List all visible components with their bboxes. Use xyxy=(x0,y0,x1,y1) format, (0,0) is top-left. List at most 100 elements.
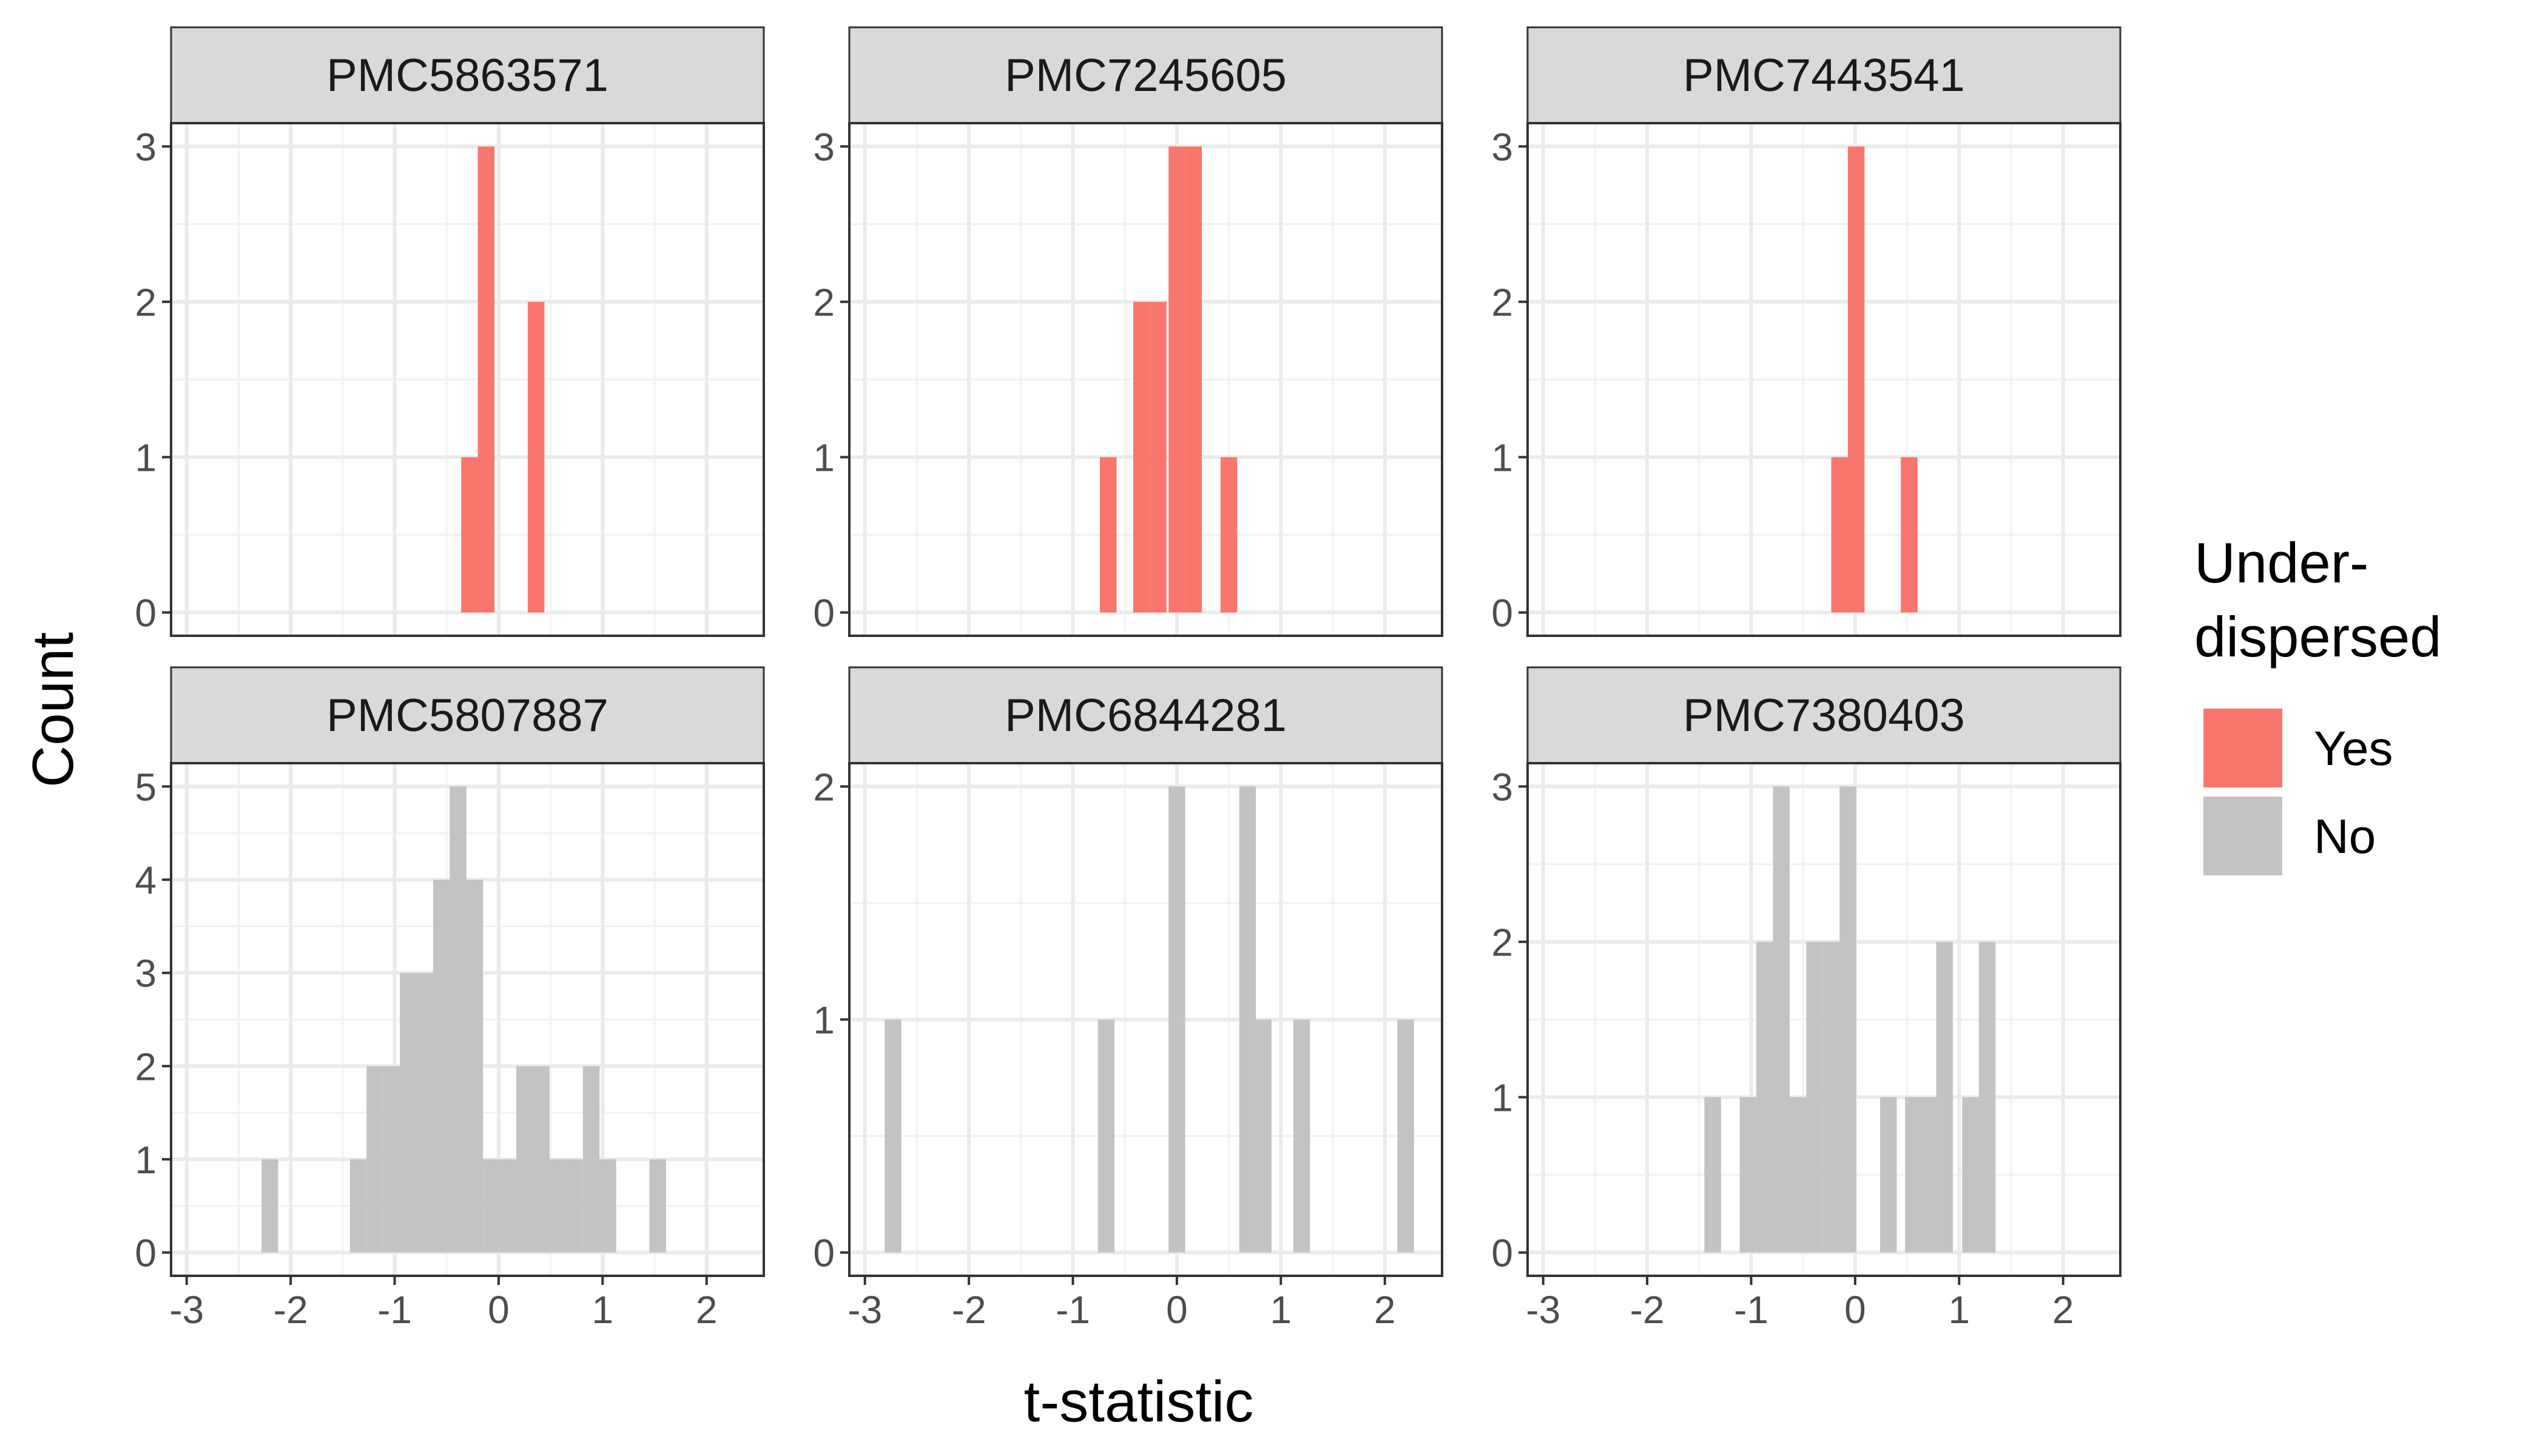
facet-strip xyxy=(170,666,765,764)
histogram-bar xyxy=(1255,1019,1272,1253)
histogram-bar xyxy=(477,146,495,613)
histogram-bar xyxy=(516,1066,533,1253)
y-tick-label: 5 xyxy=(135,765,157,809)
x-tick-label: -1 xyxy=(1734,1288,1768,1332)
facet-strip-label: PMC7443541 xyxy=(1683,50,1965,101)
histogram-bar xyxy=(1839,786,1856,1253)
panel-PMC7380403: PMC7380403 0 1 2 3 -3 -2 -1 0 1 2 xyxy=(1491,666,2122,1332)
y-tick-label: 0 xyxy=(813,592,835,635)
x-tick-label: 1 xyxy=(592,1288,614,1332)
panel-border xyxy=(1526,122,2122,637)
panel-PMC5807887: PMC5807887 0 1 2 3 4 5 -3 -2 -1 0 1 2 xyxy=(135,666,765,1332)
facet-strip xyxy=(170,26,765,124)
y-tick-label: 0 xyxy=(135,1232,157,1275)
x-tick-label: 0 xyxy=(488,1288,510,1332)
histogram-bar xyxy=(549,1159,567,1253)
x-tick-label: -2 xyxy=(1630,1288,1665,1332)
histogram-bar xyxy=(1185,146,1202,613)
histogram-bar xyxy=(1901,457,1918,613)
x-tick-label: 2 xyxy=(696,1288,718,1332)
facet-strip-label: PMC5807887 xyxy=(326,690,608,741)
histogram-bar xyxy=(1831,457,1848,613)
histogram-bar xyxy=(1739,1097,1757,1253)
legend-title-line-2: dispersed xyxy=(2194,605,2442,669)
histogram-bar xyxy=(416,972,433,1253)
histogram-bar xyxy=(1921,1097,1939,1253)
panel-PMC7245605: PMC7245605 0 1 2 3 xyxy=(813,26,1443,637)
x-tick-label: 1 xyxy=(1270,1288,1292,1332)
facet-strip-label: PMC7380403 xyxy=(1683,690,1965,741)
legend-title-line-1: Under- xyxy=(2194,531,2368,595)
histogram-bar xyxy=(1704,1097,1721,1253)
x-tick-label: -2 xyxy=(274,1288,308,1332)
y-tick-label: 3 xyxy=(1491,125,1513,169)
histogram-bar xyxy=(1880,1097,1897,1253)
y-tick-label: 2 xyxy=(1491,920,1513,964)
histogram-bar xyxy=(1962,1097,1979,1253)
y-axis-title: Count xyxy=(21,632,86,787)
y-tick-label: 0 xyxy=(1491,1232,1513,1275)
panel-border xyxy=(170,122,765,637)
histogram-bar xyxy=(566,1159,583,1253)
x-tick-label: 0 xyxy=(1844,1288,1866,1332)
histogram-bar xyxy=(1847,146,1865,613)
histogram-bar xyxy=(1168,786,1185,1253)
y-tick-label: 3 xyxy=(135,952,157,996)
histogram-bar xyxy=(433,880,450,1253)
y-tick-label: 3 xyxy=(135,125,157,169)
facet-strip-label: PMC6844281 xyxy=(1005,690,1287,741)
x-tick-label: 2 xyxy=(2052,1288,2074,1332)
y-tick-label: 1 xyxy=(1491,436,1513,480)
histogram-bar xyxy=(366,1066,383,1253)
y-tick-label: 0 xyxy=(813,1232,835,1275)
panel-PMC6844281: PMC6844281 0 1 2 -3 -2 -1 0 1 2 xyxy=(813,666,1443,1332)
histogram-bar xyxy=(1239,786,1256,1253)
facet-strip xyxy=(1526,666,2122,764)
y-tick-label: 3 xyxy=(813,125,835,169)
histogram-bar xyxy=(649,1159,666,1253)
histogram-bar xyxy=(885,1019,902,1253)
histogram-bar xyxy=(1936,942,1953,1253)
histogram-bar xyxy=(527,302,545,613)
histogram-bar xyxy=(261,1159,278,1253)
y-tick-label: 1 xyxy=(813,436,835,480)
histogram-bar xyxy=(1097,1019,1115,1253)
histogram-bar xyxy=(1220,457,1238,613)
histogram-bar xyxy=(582,1066,600,1253)
histogram-bar xyxy=(1806,942,1823,1253)
panel-border xyxy=(1526,762,2122,1277)
y-tick-label: 3 xyxy=(1491,765,1513,809)
histogram-bar xyxy=(1168,146,1185,613)
histogram-bar xyxy=(1789,1097,1807,1253)
legend-key-no xyxy=(2203,797,2282,875)
histogram-bar xyxy=(450,786,467,1253)
histogram-bar xyxy=(1397,1019,1414,1253)
histogram-bar xyxy=(1905,1097,1922,1253)
x-tick-label: 0 xyxy=(1166,1288,1188,1332)
facet-strip-label: PMC5863571 xyxy=(326,50,608,101)
x-tick-label: -1 xyxy=(377,1288,412,1332)
y-tick-label: 2 xyxy=(135,280,157,324)
y-tick-label: 0 xyxy=(135,592,157,635)
panels-layer: PMC5863571 0 1 2 3 PMC7245605 0 1 2 3 PMC7443541 0 1… xyxy=(135,26,2122,1332)
histogram-bar xyxy=(461,457,478,613)
x-tick-label: -2 xyxy=(952,1288,986,1332)
x-tick-label: -1 xyxy=(1056,1288,1090,1332)
panel-border xyxy=(170,762,765,1277)
histogram-bar xyxy=(1978,942,1996,1253)
histogram-bar xyxy=(1100,457,1117,613)
y-tick-label: 2 xyxy=(813,765,835,809)
panel-PMC5863571: PMC5863571 0 1 2 3 xyxy=(135,26,765,637)
x-tick-label: 2 xyxy=(1374,1288,1396,1332)
legend-items: Yes No xyxy=(2203,709,2393,875)
y-tick-label: 2 xyxy=(135,1045,157,1088)
y-tick-label: 1 xyxy=(135,1138,157,1182)
legend-label-no: No xyxy=(2314,809,2376,863)
histogram-bar xyxy=(383,1066,400,1253)
y-tick-label: 1 xyxy=(813,999,835,1042)
x-axis-title: t-statistic xyxy=(1024,1369,1254,1434)
histogram-bar xyxy=(483,1159,500,1253)
facet-strip-label: PMC7245605 xyxy=(1005,50,1287,101)
y-tick-label: 0 xyxy=(1491,592,1513,635)
